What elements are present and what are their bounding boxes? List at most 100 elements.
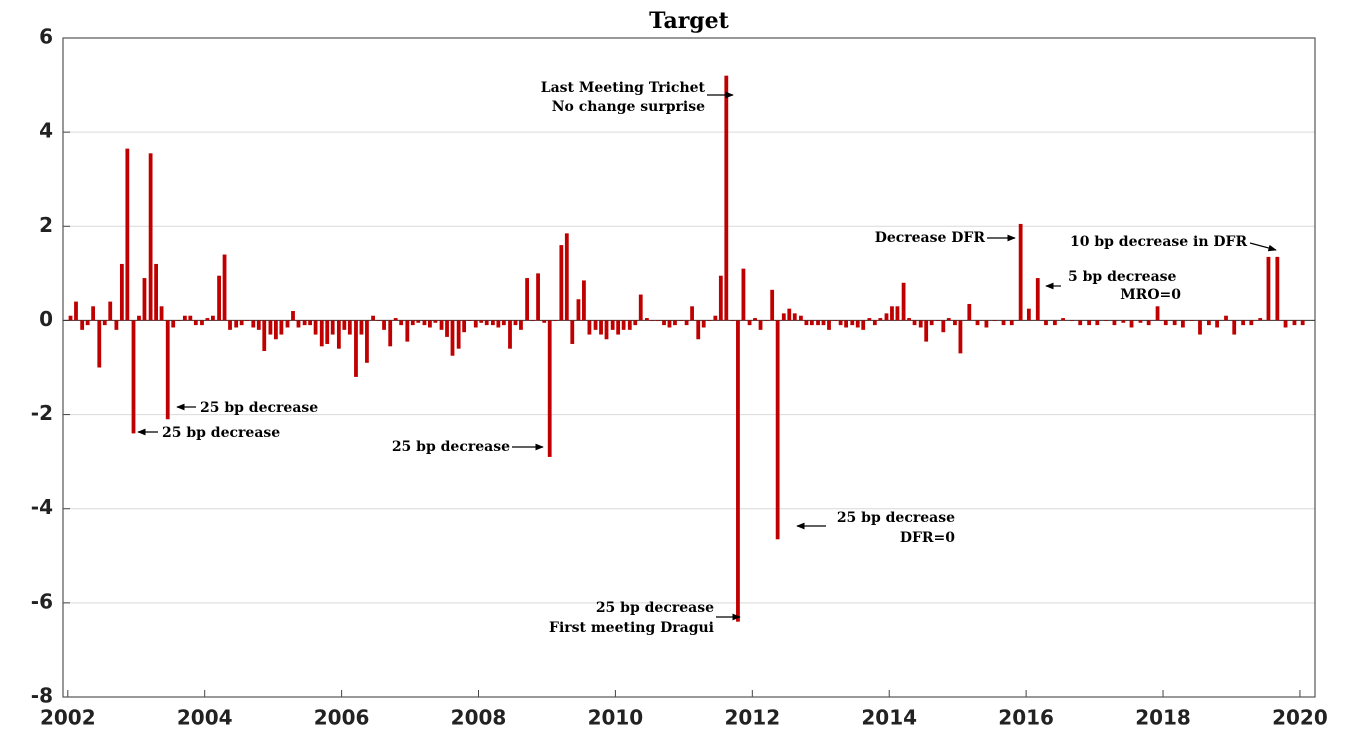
bar bbox=[833, 320, 838, 322]
bar bbox=[245, 320, 250, 322]
bar bbox=[1206, 320, 1211, 326]
bar bbox=[159, 306, 164, 321]
bar bbox=[775, 320, 780, 540]
bar bbox=[439, 320, 444, 330]
annotation: 10 bp decrease in DFR bbox=[1070, 234, 1247, 250]
bar bbox=[878, 318, 883, 321]
bar bbox=[1044, 320, 1048, 326]
bar bbox=[792, 313, 797, 321]
bar bbox=[1232, 320, 1237, 335]
bar bbox=[1070, 320, 1074, 322]
bar bbox=[553, 320, 558, 322]
bar bbox=[234, 320, 239, 328]
bar bbox=[131, 320, 136, 434]
bar bbox=[273, 320, 278, 340]
bar bbox=[747, 320, 752, 326]
bar bbox=[935, 320, 940, 322]
x-tick-label: 2018 bbox=[1135, 706, 1191, 730]
y-tick-label: 0 bbox=[39, 307, 53, 331]
bar bbox=[1026, 308, 1031, 321]
bar bbox=[91, 306, 96, 321]
bar bbox=[633, 320, 638, 326]
bar bbox=[291, 311, 295, 321]
bar bbox=[508, 320, 512, 349]
bar bbox=[193, 320, 198, 326]
bar bbox=[467, 320, 472, 322]
bar bbox=[1035, 278, 1040, 321]
bar bbox=[799, 315, 803, 321]
bar bbox=[513, 320, 518, 326]
bar bbox=[1155, 306, 1160, 321]
bar bbox=[816, 320, 820, 326]
bar bbox=[718, 275, 723, 321]
annotation: 25 bp decrease bbox=[200, 400, 318, 416]
bar bbox=[125, 148, 130, 321]
annotation: Decrease DFR bbox=[875, 230, 986, 246]
bar bbox=[119, 263, 124, 321]
bar bbox=[182, 315, 187, 321]
bar bbox=[1061, 318, 1065, 321]
bar bbox=[302, 320, 307, 326]
bar bbox=[1258, 318, 1263, 321]
bar bbox=[239, 320, 244, 326]
y-tick-label: 6 bbox=[39, 25, 53, 49]
bar bbox=[1112, 320, 1117, 326]
bar bbox=[1180, 320, 1185, 328]
bar bbox=[188, 315, 193, 321]
bar bbox=[251, 320, 256, 328]
bar bbox=[1104, 320, 1109, 322]
bar bbox=[97, 320, 102, 368]
bar bbox=[1146, 320, 1151, 326]
bar bbox=[821, 320, 826, 326]
bar bbox=[279, 320, 284, 335]
bar bbox=[787, 308, 792, 321]
bar bbox=[422, 320, 427, 326]
bar bbox=[696, 320, 701, 340]
bar bbox=[770, 289, 775, 321]
x-tick-label: 2002 bbox=[40, 706, 96, 730]
bar bbox=[108, 301, 113, 321]
bar bbox=[228, 320, 232, 330]
bar bbox=[1129, 320, 1134, 328]
x-tick-label: 2006 bbox=[314, 706, 370, 730]
y-tick-label: 4 bbox=[39, 119, 53, 143]
bar bbox=[781, 313, 786, 321]
bar bbox=[673, 320, 677, 326]
bar bbox=[347, 320, 352, 335]
bar bbox=[918, 320, 923, 328]
bar bbox=[519, 320, 523, 330]
bar bbox=[984, 320, 989, 328]
bar bbox=[530, 320, 535, 322]
bar bbox=[1121, 320, 1126, 323]
bar bbox=[1138, 320, 1143, 323]
bar bbox=[827, 320, 831, 330]
bar bbox=[953, 320, 957, 326]
bar bbox=[804, 320, 809, 326]
bar bbox=[211, 315, 215, 321]
bar bbox=[165, 320, 170, 420]
y-tick-label: -2 bbox=[31, 401, 53, 425]
x-tick-label: 2004 bbox=[177, 706, 233, 730]
bar bbox=[382, 320, 386, 330]
bar bbox=[929, 320, 934, 326]
bar bbox=[662, 320, 666, 326]
bar bbox=[975, 320, 980, 326]
bar bbox=[176, 320, 181, 322]
bar bbox=[587, 320, 592, 335]
annotation: 25 bp decrease bbox=[392, 439, 510, 455]
bar bbox=[501, 320, 506, 326]
bar bbox=[171, 320, 176, 328]
bar bbox=[1215, 320, 1220, 328]
bar bbox=[741, 268, 746, 321]
bar bbox=[690, 306, 694, 321]
bar bbox=[582, 280, 586, 321]
bar bbox=[74, 301, 78, 321]
bar bbox=[593, 320, 598, 330]
bar bbox=[667, 320, 672, 328]
bar bbox=[308, 320, 313, 326]
bar bbox=[724, 75, 729, 321]
bar bbox=[433, 320, 438, 323]
bar bbox=[967, 303, 972, 321]
bar bbox=[410, 320, 415, 326]
bar bbox=[359, 320, 364, 335]
